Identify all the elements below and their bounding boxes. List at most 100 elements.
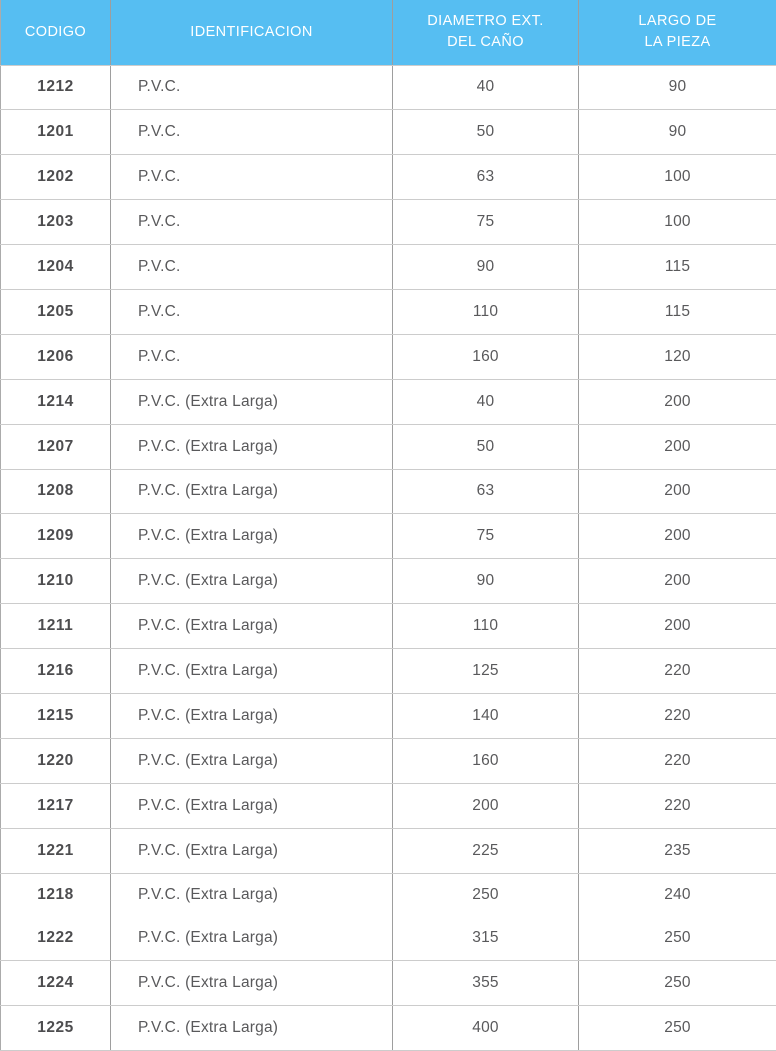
table-row: 1203 P.V.C. 75 100 (0, 199, 776, 246)
cell-codigo: 1216 (0, 648, 111, 694)
cell-diametro: 75 (392, 513, 579, 560)
cell-largo: 90 (578, 109, 776, 156)
cell-diametro: 40 (392, 65, 579, 111)
cell-identificacion: P.V.C. (Extra Larga) (110, 783, 393, 829)
cell-largo: 100 (578, 154, 776, 201)
header-cell-largo: LARGO DE LA PIEZA (578, 0, 776, 66)
table-row: 1206 P.V.C. 160 120 (0, 334, 776, 380)
cell-codigo: 1202 (0, 154, 111, 201)
cell-largo: 115 (578, 244, 776, 290)
cell-diametro: 63 (392, 154, 579, 201)
cell-identificacion: P.V.C. (Extra Larga) (110, 960, 393, 1006)
cell-identificacion: P.V.C. (Extra Larga) (110, 873, 393, 917)
cell-codigo: 1207 (0, 424, 111, 470)
cell-codigo: 1209 (0, 513, 111, 560)
cell-identificacion: P.V.C. (Extra Larga) (110, 379, 393, 425)
table-row: 1208 P.V.C. (Extra Larga) 63 200 (0, 469, 776, 515)
cell-identificacion: P.V.C. (Extra Larga) (110, 558, 393, 605)
cell-identificacion: P.V.C. (Extra Larga) (110, 648, 393, 694)
table-row: 1222 P.V.C. (Extra Larga) 315 250 (0, 916, 776, 961)
cell-diametro: 90 (392, 558, 579, 605)
cell-codigo: 1221 (0, 828, 111, 874)
table-row: 1216 P.V.C. (Extra Larga) 125 220 (0, 648, 776, 694)
table-row: 1218 P.V.C. (Extra Larga) 250 240 (1, 873, 776, 917)
table-row: 1221 P.V.C. (Extra Larga) 225 235 (0, 828, 776, 874)
cell-identificacion: P.V.C. (110, 289, 393, 335)
table-row: 1205 P.V.C. 110 115 (0, 289, 776, 335)
cell-largo: 220 (578, 738, 776, 784)
cell-diametro: 200 (392, 783, 579, 829)
cell-diametro: 75 (392, 199, 579, 246)
cell-identificacion: P.V.C. (Extra Larga) (110, 738, 393, 784)
cell-identificacion: P.V.C. (Extra Larga) (110, 603, 393, 650)
cell-largo: 200 (578, 469, 776, 515)
cell-codigo: 1214 (0, 379, 111, 425)
cell-diametro: 160 (392, 738, 579, 784)
cell-largo: 200 (578, 379, 776, 425)
cell-identificacion: P.V.C. (Extra Larga) (110, 469, 393, 515)
cell-codigo: 1205 (0, 289, 111, 335)
table-body: 1212 P.V.C. 40 90 1201 P.V.C. 50 90 1202 P.V.C. 63… (0, 65, 776, 1051)
cell-largo: 200 (578, 603, 776, 650)
cell-codigo: 1225 (0, 1005, 111, 1051)
cell-largo: 200 (578, 424, 776, 470)
table-row: 1212 P.V.C. 40 90 (0, 65, 776, 111)
table-header: CODIGO IDENTIFICACION DIAMETRO EXT. DEL … (0, 0, 776, 66)
cell-identificacion: P.V.C. (Extra Larga) (110, 424, 393, 470)
table-header-row: CODIGO IDENTIFICACION DIAMETRO EXT. DEL … (0, 0, 776, 66)
cell-largo: 250 (578, 1005, 776, 1051)
cell-diametro: 315 (392, 916, 579, 961)
cell-largo: 220 (578, 693, 776, 739)
table-row: 1220 P.V.C. (Extra Larga) 160 220 (0, 738, 776, 784)
table-row: 1225 P.V.C. (Extra Larga) 400 250 (0, 1005, 776, 1051)
table-row: 1214 P.V.C. (Extra Larga) 40 200 (0, 379, 776, 425)
cell-identificacion: P.V.C. (110, 109, 393, 156)
cell-largo: 100 (578, 199, 776, 246)
cell-codigo: 1204 (0, 244, 111, 290)
cell-codigo: 1203 (0, 199, 111, 246)
cell-largo: 200 (578, 558, 776, 605)
cell-identificacion: P.V.C. (Extra Larga) (110, 916, 393, 961)
cell-diametro: 63 (392, 469, 579, 515)
cell-identificacion: P.V.C. (110, 199, 393, 246)
cell-identificacion: P.V.C. (110, 154, 393, 201)
table-row: 1209 P.V.C. (Extra Larga) 75 200 (0, 513, 776, 560)
table-row: 1201 P.V.C. 50 90 (0, 109, 776, 156)
cell-identificacion: P.V.C. (Extra Larga) (110, 513, 393, 560)
cell-largo: 220 (578, 783, 776, 829)
table-row: 1211 P.V.C. (Extra Larga) 110 200 (0, 603, 776, 650)
cell-diametro: 160 (392, 334, 579, 380)
header-cell-codigo: CODIGO (0, 0, 111, 66)
cell-diametro: 40 (392, 379, 579, 425)
cell-diametro: 50 (392, 109, 579, 156)
table-row: 1202 P.V.C. 63 100 (0, 154, 776, 201)
cell-codigo: 1211 (0, 603, 111, 650)
cell-identificacion: P.V.C. (Extra Larga) (110, 828, 393, 874)
cell-codigo: 1201 (0, 109, 111, 156)
cell-largo: 120 (578, 334, 776, 380)
cell-diametro: 140 (392, 693, 579, 739)
cell-largo: 200 (578, 513, 776, 560)
table-row: 1210 P.V.C. (Extra Larga) 90 200 (0, 558, 776, 605)
cell-largo: 220 (578, 648, 776, 694)
cell-identificacion: P.V.C. (110, 334, 393, 380)
cell-identificacion: P.V.C. (Extra Larga) (110, 693, 393, 739)
cell-largo: 240 (578, 873, 776, 917)
header-cell-diametro: DIAMETRO EXT. DEL CAÑO (392, 0, 579, 66)
cell-codigo: 1218 (37, 886, 74, 904)
cell-codigo: 1222 (0, 916, 111, 961)
table-row: 1215 P.V.C. (Extra Larga) 140 220 (0, 693, 776, 739)
cell-diametro: 110 (392, 603, 579, 650)
cell-largo: 250 (578, 960, 776, 1006)
cell-codigo: 1206 (0, 334, 111, 380)
cell-codigo: 1224 (0, 960, 111, 1006)
cell-largo: 235 (578, 828, 776, 874)
cell-codigo: 1215 (0, 693, 111, 739)
cell-codigo: 1220 (0, 738, 111, 784)
cell-identificacion: P.V.C. (110, 65, 393, 111)
cell-largo: 250 (578, 916, 776, 961)
cell-diametro: 225 (392, 828, 579, 874)
cell-identificacion: P.V.C. (Extra Larga) (110, 1005, 393, 1051)
cell-diametro: 50 (392, 424, 579, 470)
